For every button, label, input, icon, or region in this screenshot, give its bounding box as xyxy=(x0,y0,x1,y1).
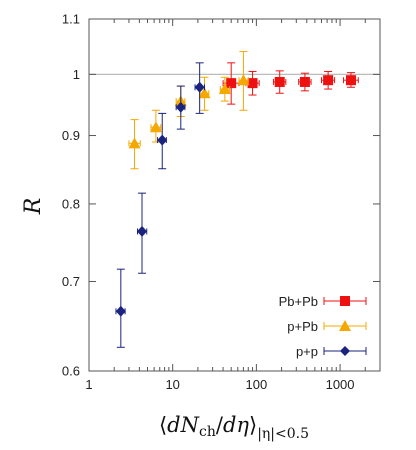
data-point xyxy=(194,81,205,93)
legend-marker-pp xyxy=(340,346,350,356)
plot-frame xyxy=(88,18,381,372)
legend: Pb+Pb p+Pb p+p xyxy=(279,294,367,359)
y-tick-label: 0.8 xyxy=(62,196,80,211)
legend-label-ppb: p+Pb xyxy=(287,319,318,334)
data-point xyxy=(149,121,162,133)
data-point xyxy=(198,87,211,99)
data-point xyxy=(237,74,250,86)
legend-label-pbpb: Pb+Pb xyxy=(279,294,318,309)
y-axis-title: R xyxy=(21,198,46,216)
axis-ticks: 1 10 100 1000 0.6 0.7 0.8 0.9 1 1.1 xyxy=(62,12,381,392)
data-point xyxy=(218,83,231,95)
data-point xyxy=(137,225,148,237)
data-point xyxy=(299,76,310,87)
x-title-open: ⟨ xyxy=(159,413,167,437)
y-tick-label: 0.6 xyxy=(62,364,80,379)
x-tick-label: 100 xyxy=(246,377,268,392)
data-point xyxy=(128,137,141,149)
data-point xyxy=(274,76,285,87)
series-triangle xyxy=(128,51,250,170)
x-title-d2: d xyxy=(223,413,236,437)
x-title-eta: η xyxy=(236,413,249,437)
x-title-slash: / xyxy=(216,413,224,437)
data-point xyxy=(226,78,237,89)
data-point xyxy=(323,75,334,86)
x-axis-title: ⟨dNch/dη⟩|η|<0.5 xyxy=(159,413,309,442)
x-title-ch: ch xyxy=(199,424,216,440)
data-point xyxy=(115,305,126,317)
data-point xyxy=(175,101,186,113)
x-title-close: ⟩ xyxy=(249,413,257,437)
x-title-d1: d xyxy=(167,413,180,437)
x-tick-label: 1000 xyxy=(326,377,355,392)
data-point xyxy=(247,78,258,89)
legend-marker-ppb xyxy=(339,320,351,331)
x-title-subscript: |η|<0.5 xyxy=(257,426,309,442)
y-tick-label: 1.1 xyxy=(62,12,80,27)
x-title-n: N xyxy=(180,413,200,437)
x-tick-label: 10 xyxy=(165,377,179,392)
data-point xyxy=(345,75,356,86)
data-point xyxy=(157,134,168,146)
legend-label-pp: p+p xyxy=(296,344,318,359)
y-tick-label: 0.7 xyxy=(62,274,80,289)
series-diamond xyxy=(115,62,206,348)
y-tick-label: 1 xyxy=(73,67,80,82)
y-tick-label: 0.9 xyxy=(62,128,80,143)
series-layer xyxy=(115,51,359,348)
legend-marker-pbpb xyxy=(340,296,350,306)
x-tick-label: 1 xyxy=(85,377,92,392)
